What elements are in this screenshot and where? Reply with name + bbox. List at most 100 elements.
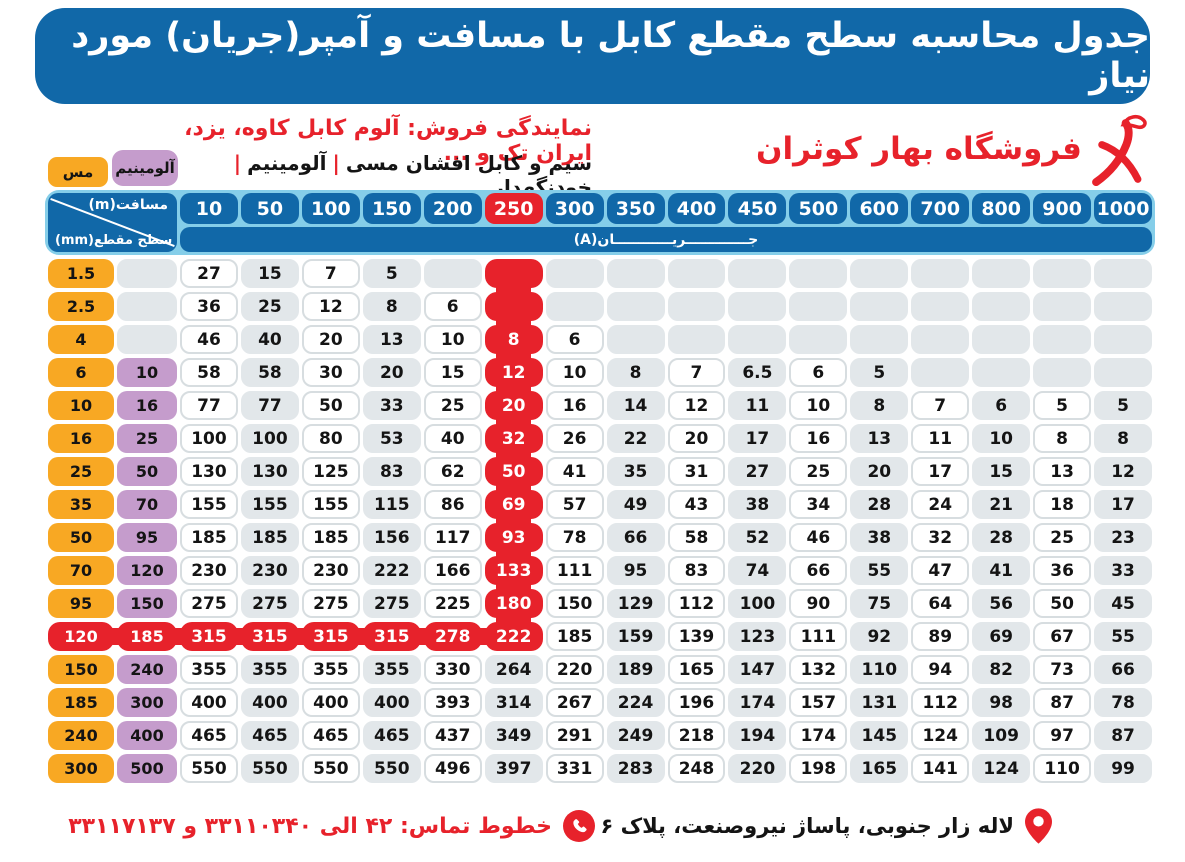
- amp-value-cell: 87: [1094, 721, 1152, 750]
- amp-value-cell: 13: [362, 325, 421, 354]
- amp-value-cell: 98: [972, 688, 1031, 717]
- amp-value-cell: 34: [789, 490, 848, 519]
- amp-value-cell: 66: [606, 523, 665, 552]
- amp-value-cell: 69: [484, 484, 543, 519]
- amp-value-cell: 145: [850, 721, 909, 750]
- distance-header: 350: [606, 193, 665, 224]
- amp-value-cell: 230: [180, 556, 238, 585]
- amp-value-cell: 185: [240, 523, 299, 552]
- amp-value-cell: 155: [180, 490, 238, 519]
- amp-value-cell: 73: [1033, 655, 1092, 684]
- amp-value-cell: 25: [1033, 523, 1092, 552]
- corner-diagonal-line: [48, 193, 177, 252]
- aluminum-size-cell: 120: [117, 556, 177, 585]
- amp-value-cell: 124: [911, 721, 970, 750]
- amp-value-cell: 141: [911, 754, 970, 783]
- amp-value-cell: 124: [972, 754, 1031, 783]
- amp-value-cell: 139: [667, 622, 726, 651]
- amp-value-cell: 111: [789, 622, 848, 651]
- amp-value-cell: 66: [1094, 655, 1152, 684]
- amp-value-cell: 15: [423, 358, 482, 387]
- aluminum-size-cell: 10: [117, 358, 177, 387]
- amp-value-cell: [1033, 325, 1092, 354]
- amp-value-cell: 6.5: [728, 358, 787, 387]
- amp-value-cell: 97: [1033, 721, 1092, 750]
- amp-value-cell: 32: [484, 418, 543, 453]
- amp-value-cell: 77: [180, 391, 238, 420]
- amp-value-cell: 78: [1094, 688, 1152, 717]
- amp-value-cell: [850, 325, 909, 354]
- amp-value-cell: 400: [180, 688, 238, 717]
- location-pin-icon: [1025, 808, 1052, 844]
- amp-value-cell: 83: [362, 457, 421, 486]
- copper-size-cell: 2.5: [48, 292, 114, 321]
- amp-value-cell: 66: [789, 556, 848, 585]
- amp-value-cell: 132: [789, 655, 848, 684]
- amp-value-cell: 111: [545, 556, 604, 585]
- amp-value-cell: [789, 292, 848, 321]
- amp-value-cell: 130: [180, 457, 238, 486]
- amp-value-cell: 400: [240, 688, 299, 717]
- amp-value-cell: 180: [484, 583, 543, 618]
- amp-value-cell: 550: [180, 754, 238, 783]
- amp-value-cell: 123: [728, 622, 787, 651]
- amp-value-cell: 314: [484, 688, 543, 717]
- amp-value-cell: 17: [728, 424, 787, 453]
- amp-value-cell: [545, 292, 604, 321]
- amp-value-cell: 28: [850, 490, 909, 519]
- amp-value-cell: 355: [180, 655, 238, 684]
- amp-value-cell: 275: [240, 589, 299, 618]
- amp-value-cell: 12: [484, 352, 543, 387]
- amp-value-cell: [972, 325, 1031, 354]
- amp-value-cell: 185: [545, 622, 604, 651]
- amp-value-cell: 349: [484, 721, 543, 750]
- amp-value-cell: 36: [1033, 556, 1092, 585]
- aluminum-size-cell: 50: [117, 457, 177, 486]
- amp-value-cell: 27: [728, 457, 787, 486]
- amp-value-cell: 75: [850, 589, 909, 618]
- copper-size-cell: 50: [48, 523, 114, 552]
- amp-value-cell: 7: [667, 358, 726, 387]
- aluminum-size-cell: 185: [111, 622, 177, 651]
- amp-value-cell: 155: [301, 490, 360, 519]
- amp-value-cell: 220: [545, 655, 604, 684]
- amp-value-cell: 283: [606, 754, 665, 783]
- amp-value-cell: 5: [850, 358, 909, 387]
- distance-header: 400: [667, 193, 726, 224]
- amp-value-cell: 25: [240, 292, 299, 321]
- amp-value-cell: 83: [667, 556, 726, 585]
- aluminum-size-cell: 70: [117, 490, 177, 519]
- amp-value-cell: 25: [423, 391, 482, 420]
- amp-value-cell: 8: [484, 319, 543, 354]
- amp-value-cell: 38: [850, 523, 909, 552]
- products-segment: آلومینیم: [247, 151, 327, 175]
- amp-value-cell: 112: [667, 589, 726, 618]
- copper-size-cell: 120: [48, 622, 114, 651]
- amp-value-cell: 330: [423, 655, 482, 684]
- copper-size-cell: 240: [48, 721, 114, 750]
- copper-size-cell: 35: [48, 490, 114, 519]
- amp-value-cell: 23: [1094, 523, 1152, 552]
- amp-value-cell: 5: [1094, 391, 1152, 420]
- amp-value-cell: 465: [362, 721, 421, 750]
- amp-value-cell: [728, 292, 787, 321]
- amp-value-cell: 11: [911, 424, 970, 453]
- amp-value-cell: [972, 259, 1031, 288]
- amp-value-cell: 220: [728, 754, 787, 783]
- amp-value-cell: 24: [911, 490, 970, 519]
- amp-value-cell: 22: [606, 424, 665, 453]
- amp-value-cell: 222: [478, 616, 543, 651]
- amp-value-cell: 20: [301, 325, 360, 354]
- amp-value-cell: 230: [240, 556, 299, 585]
- amp-value-cell: [850, 259, 909, 288]
- amp-value-cell: 117: [423, 523, 482, 552]
- amp-value-cell: 74: [728, 556, 787, 585]
- amp-value-cell: 267: [545, 688, 604, 717]
- distance-header: 900: [1033, 193, 1092, 224]
- distance-header: 100: [301, 193, 360, 224]
- amp-value-cell: 315: [356, 622, 421, 651]
- distance-header: 1000: [1094, 193, 1152, 224]
- amp-value-cell: 189: [606, 655, 665, 684]
- amp-value-cell: [850, 292, 909, 321]
- aluminum-size-cell: 25: [117, 424, 177, 453]
